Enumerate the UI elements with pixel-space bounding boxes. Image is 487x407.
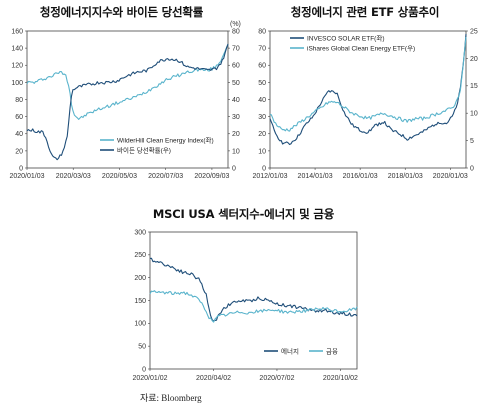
chart2-series-1-line [269,33,467,146]
chart2-ytick-label: 60 [258,63,266,70]
chart3-ytick-label: 50 [138,344,146,351]
chart1-ytick-label: 20 [15,148,23,155]
chart2-ytick-label: 40 [258,97,266,104]
chart3-series-2-line [149,290,358,323]
chart1-ytick-label: 40 [15,131,23,138]
chart3-legend-label: 에너지 [281,346,299,355]
chart1-ytick-label: 60 [15,114,23,121]
chart2-xtick-label: 2016/01/03 [343,173,378,180]
chart1-unit-right: (%) [230,21,241,28]
chart2-y2tick-label: 10 [470,111,478,118]
chart3-xtick-label: 2020/04/02 [196,375,231,382]
chart2-ytick-label: 70 [258,46,266,53]
chart3-plot [148,231,358,371]
chart3-xtick-label: 2020/01/02 [132,375,167,382]
chart1-y2tick-label: 40 [232,97,240,104]
chart3-ytick-label: 200 [134,275,146,282]
chart3-ytick-label: 250 [134,252,146,259]
chart2-ytick-label: 30 [258,114,266,121]
chart2-y2tick-label: 5 [470,138,474,145]
chart2-legend-label: INVESCO SOLAR ETF(좌) [307,33,385,42]
chart2-y2tick-label: 25 [470,28,478,35]
source-note: 자료: Bloomberg [140,393,202,403]
chart3-ytick-label: 100 [134,321,146,328]
chart1-ytick-label: 120 [11,63,23,70]
chart1-plot [25,30,230,170]
chart1-y2tick-label: 30 [232,114,240,121]
chart2-plot [268,30,468,170]
chart1-xtick-label: 2020/01/03 [9,173,44,180]
chart1-ytick-label: 100 [11,80,23,87]
chart2-xtick-label: 2018/01/03 [388,173,423,180]
chart1-series-2-line [26,43,229,161]
chart1-y2tick-label: 70 [232,46,240,53]
chart1-ytick-label: 160 [11,28,23,35]
chart2-ytick-label: 50 [258,80,266,87]
chart2-ytick-label: 20 [258,131,266,138]
chart1-xtick-label: 2020/03/03 [56,173,91,180]
chart3-xtick-label: 2020/07/02 [259,375,294,382]
chart2-legend-label: iShares Global Clean Energy ETF(우) [307,44,415,52]
chart2-ytick-label: 10 [258,148,266,155]
chart1-y2tick-label: 10 [232,148,240,155]
chart3-ytick-label: 0 [142,366,146,373]
chart1-y2tick-label: 20 [232,131,240,138]
chart1-series-1-line [26,44,229,120]
chart1-ytick-label: 0 [19,165,23,172]
chart1-y2tick-label: 80 [232,28,240,35]
chart1-legend-label: WilderHill Clean Energy Index(좌) [117,135,214,144]
chart1-legend-label: 바이든 당선확률(우) [117,145,171,154]
chart2-xtick-label: 2012/01/03 [252,173,287,180]
chart1-ytick-label: 140 [11,46,23,53]
chart1-xtick-label: 2020/07/03 [148,173,183,180]
chart1-y2tick-label: 0 [232,165,236,172]
chart2-y2tick-label: 0 [470,165,474,172]
chart2-series-2-line [269,36,467,132]
chart1-xtick-label: 2020/05/03 [102,173,137,180]
chart3-title: MSCI USA 섹터지수-에너지 및 금융 [152,207,335,221]
chart1-xtick-label: 2020/09/03 [194,173,229,180]
chart1-ytick-label: 80 [15,97,23,104]
chart3-ytick-label: 300 [134,229,146,236]
chart2-ytick-label: 80 [258,28,266,35]
chart3-ytick-label: 150 [134,298,146,305]
chart2-title: 청정에너지 관련 ETF 상품추이 [290,5,440,19]
chart2-y2tick-label: 15 [470,83,478,90]
chart2-ytick-label: 0 [262,165,266,172]
chart3-legend-label: 금융 [326,347,338,355]
chart2-y2tick-label: 20 [470,56,478,63]
chart3-xtick-label: 2020/10/02 [323,375,358,382]
chart1-y2tick-label: 50 [232,80,240,87]
chart1-y2tick-label: 60 [232,63,240,70]
chart2-xtick-label: 2020/01/03 [433,173,468,180]
chart3-series-1-line [149,257,358,322]
chart1-title: 청정에너지지수와 바이든 당선확률 [39,5,204,19]
chart2-xtick-label: 2014/01/03 [298,173,333,180]
